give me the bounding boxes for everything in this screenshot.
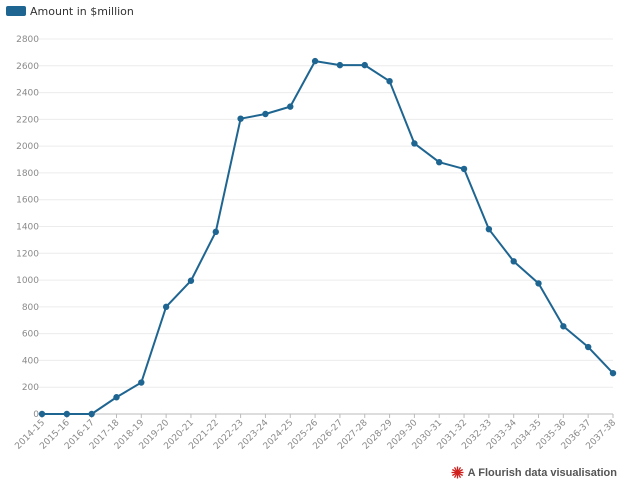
legend-swatch xyxy=(6,6,26,16)
data-point[interactable] xyxy=(88,410,95,418)
y-tick-label: 2800 xyxy=(16,35,39,45)
data-point[interactable] xyxy=(113,394,120,401)
data-point[interactable] xyxy=(535,280,542,287)
data-point[interactable] xyxy=(386,77,393,85)
y-tick-label: 2400 xyxy=(16,89,39,99)
data-point[interactable] xyxy=(336,61,344,69)
data-point[interactable] xyxy=(212,228,219,236)
data-point[interactable] xyxy=(361,61,368,69)
x-axis-ticks: 2014-152015-162016-172017-182018-192019-… xyxy=(13,414,618,452)
y-tick-label: 0 xyxy=(33,410,39,420)
y-tick-label: 2600 xyxy=(16,62,39,72)
y-tick-label: 1600 xyxy=(16,196,39,206)
flourish-credit-text: A Flourish data visualisation xyxy=(467,466,617,479)
data-point[interactable] xyxy=(287,103,294,110)
y-tick-label: 800 xyxy=(22,303,39,313)
data-point[interactable] xyxy=(584,343,592,351)
data-point[interactable] xyxy=(187,277,195,284)
y-tick-label: 2200 xyxy=(16,115,39,125)
data-point[interactable] xyxy=(436,159,443,166)
data-point[interactable] xyxy=(162,303,170,311)
data-point[interactable] xyxy=(485,225,493,233)
data-point[interactable] xyxy=(237,115,244,122)
data-point[interactable] xyxy=(510,258,517,265)
data-point[interactable] xyxy=(63,410,71,418)
flourish-logo-center xyxy=(454,470,460,475)
series-group xyxy=(38,57,617,418)
y-tick-label: 200 xyxy=(22,383,39,393)
gridlines xyxy=(38,38,613,415)
data-point[interactable] xyxy=(262,110,269,118)
y-tick-label: 600 xyxy=(22,330,39,340)
legend[interactable]: Amount in $million xyxy=(6,3,134,19)
y-tick-label: 400 xyxy=(22,356,39,366)
data-point[interactable] xyxy=(138,379,145,386)
y-tick-label: 1400 xyxy=(16,223,39,233)
data-point[interactable] xyxy=(560,323,567,330)
series-line xyxy=(42,60,614,415)
legend-label: Amount in $million xyxy=(30,4,134,18)
y-tick-label: 1800 xyxy=(16,169,39,179)
data-point[interactable] xyxy=(411,140,418,147)
data-point[interactable] xyxy=(311,57,319,65)
data-point[interactable] xyxy=(609,369,617,377)
y-axis-ticks: 0 200 400 600 800 1000 1200 1400 1600 1800 2000 220… xyxy=(16,35,39,420)
flourish-credit[interactable]: A Flourish data visualisation xyxy=(451,466,617,479)
y-tick-label: 1000 xyxy=(16,276,39,286)
flourish-logo-icon xyxy=(451,466,464,479)
data-point[interactable] xyxy=(460,165,468,173)
data-point[interactable] xyxy=(38,410,46,418)
y-tick-label: 1200 xyxy=(16,249,39,259)
y-tick-label: 2000 xyxy=(16,142,39,152)
